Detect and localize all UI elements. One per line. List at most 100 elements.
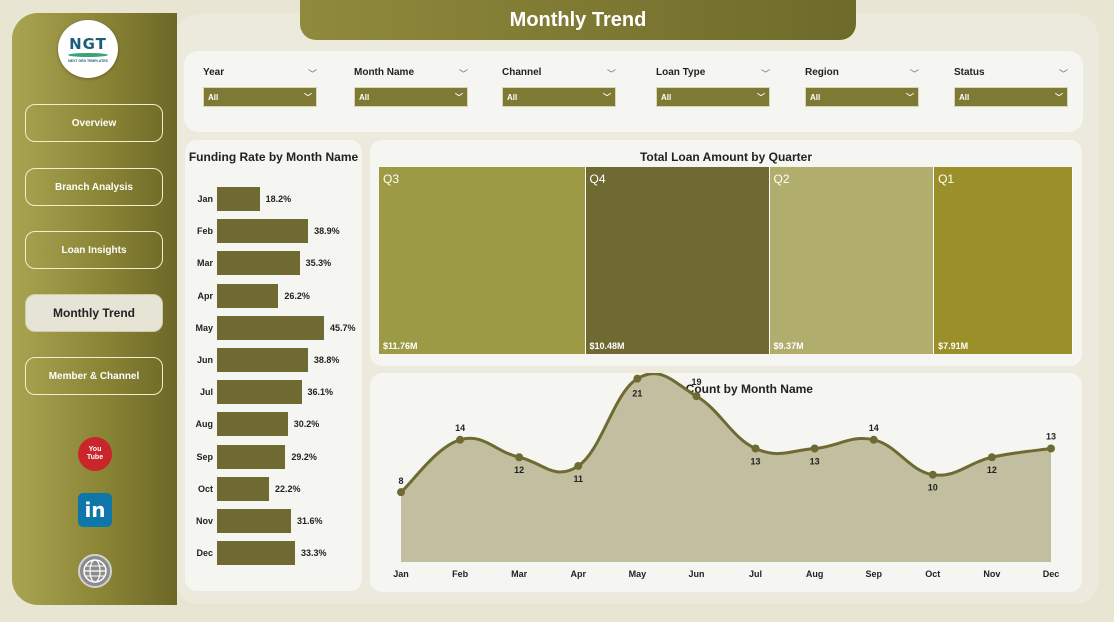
funding-rate-month-label: May	[195, 322, 213, 333]
funded-count-point[interactable]	[1047, 444, 1055, 453]
funded-count-data-label: 19	[691, 377, 701, 387]
filter-status: Status ﹀ All ﹀	[954, 67, 1068, 107]
funded-count-point[interactable]	[810, 444, 819, 453]
nav-overview-button[interactable]: Overview	[25, 104, 163, 142]
filter-year-select[interactable]: All ﹀	[203, 87, 317, 107]
funding-rate-bar[interactable]	[217, 219, 309, 244]
funded-count-data-label: 11	[574, 474, 584, 484]
funding-rate-title: Funding Rate by Month Name	[188, 150, 359, 164]
funded-count-point[interactable]	[751, 444, 760, 453]
funded-count-data-label: 10	[928, 483, 938, 493]
funded-count-data-label: 13	[1046, 432, 1056, 442]
filter-status-value: All	[959, 92, 970, 102]
funding-rate-row: Jan 18.2%	[185, 187, 291, 211]
funded-count-x-tick: Mar	[511, 569, 528, 579]
funded-count-point[interactable]	[987, 453, 996, 462]
filter-year-label: Year	[203, 67, 225, 78]
funded-count-x-tick: Feb	[452, 569, 469, 579]
funded-count-point[interactable]	[574, 461, 583, 470]
nav-loan-insights-button[interactable]: Loan Insights	[25, 231, 163, 269]
chevron-down-icon: ﹀	[906, 92, 914, 102]
funding-rate-value-label: 31.6%	[296, 516, 323, 526]
funded-count-point[interactable]	[928, 470, 937, 479]
funding-rate-bar[interactable]	[217, 380, 302, 405]
filter-channel-label: Channel	[502, 67, 542, 78]
linkedin-icon[interactable]: in	[78, 493, 112, 527]
filter-month-name-value: All	[359, 92, 370, 102]
treemap-tile-q3[interactable]: Q3 $11.76M	[379, 167, 586, 354]
funding-rate-month-label: Nov	[195, 516, 213, 526]
funding-rate-value-label: 30.2%	[293, 419, 320, 430]
filter-status-select[interactable]: All ﹀	[954, 87, 1068, 107]
filter-channel-select[interactable]: All ﹀	[502, 87, 616, 107]
funded-count-data-label: 12	[514, 465, 524, 475]
funded-count-x-tick: Sep	[865, 569, 882, 579]
funded-count-point[interactable]	[515, 453, 524, 462]
funding-rate-month-label: Sep	[196, 451, 213, 462]
chevron-down-icon[interactable]: ﹀	[458, 69, 468, 79]
filter-loan-type-select[interactable]: All ﹀	[656, 87, 770, 107]
funded-count-point[interactable]	[397, 488, 405, 497]
funded-count-x-tick: May	[629, 569, 647, 579]
funding-rate-bar[interactable]	[217, 315, 324, 340]
funding-rate-row: May 45.7%	[185, 315, 356, 340]
chevron-down-icon[interactable]: ﹀	[760, 69, 770, 79]
chevron-down-icon[interactable]: ﹀	[1058, 69, 1068, 79]
funding-rate-row: Dec 33.3%	[185, 541, 327, 566]
loan-amount-title: Total Loan Amount by Quarter	[639, 150, 812, 164]
funding-rate-value-label: 38.8%	[313, 355, 340, 365]
funding-rate-bar[interactable]	[217, 251, 300, 276]
funding-rate-bar[interactable]	[217, 444, 286, 469]
funding-rate-bar[interactable]	[217, 476, 269, 501]
logo-swoosh	[68, 52, 108, 57]
filter-loan-type-label: Loan Type	[656, 67, 706, 78]
chevron-down-icon[interactable]: ﹀	[606, 69, 616, 79]
chevron-down-icon[interactable]: ﹀	[307, 69, 317, 79]
treemap-tile-q2[interactable]: Q2 $9.37M	[769, 167, 935, 354]
funding-rate-row: Apr 26.2%	[185, 283, 310, 308]
funding-rate-bar[interactable]	[217, 412, 288, 437]
funded-count-point[interactable]	[456, 435, 465, 444]
treemap-tile-q1[interactable]: Q1 $7.91M	[934, 167, 1073, 354]
funded-count-data-label: 21	[632, 389, 642, 399]
nav-branch-analysis-button[interactable]: Branch Analysis	[25, 168, 163, 206]
filter-region-select[interactable]: All ﹀	[805, 87, 919, 107]
funding-rate-bar[interactable]	[217, 348, 308, 372]
treemap-amount-label: $7.91M	[938, 341, 969, 351]
treemap-tile-q4[interactable]: Q4 $10.48M	[585, 167, 770, 354]
funding-rate-bar[interactable]	[217, 509, 291, 533]
youtube-icon[interactable]: You Tube	[78, 437, 112, 471]
funding-rate-value-label: 26.2%	[284, 290, 310, 301]
filter-month-name-select[interactable]: All ﹀	[354, 87, 468, 107]
funding-rate-bar[interactable]	[217, 541, 295, 566]
chevron-down-icon: ﹀	[455, 92, 463, 102]
funding-rate-month-label: Mar	[196, 258, 213, 269]
nav-member-channel-button[interactable]: Member & Channel	[25, 357, 163, 395]
funding-rate-value-label: 29.2%	[291, 451, 317, 462]
funding-rate-month-label: Feb	[196, 226, 213, 237]
funding-rate-month-label: Jul	[199, 387, 213, 398]
funded-count-point[interactable]	[869, 435, 878, 444]
funded-count-point[interactable]	[633, 374, 642, 383]
page-title: Monthly Trend	[300, 0, 856, 40]
chevron-down-icon: ﹀	[603, 92, 611, 102]
funded-count-x-tick: Aug	[806, 569, 824, 579]
funding-rate-bar[interactable]	[217, 283, 279, 308]
chevron-down-icon[interactable]: ﹀	[909, 69, 919, 79]
filter-region-label: Region	[805, 67, 839, 78]
funded-count-data-label: 14	[869, 423, 879, 433]
treemap-quarter-label: Q3	[383, 172, 400, 186]
funding-rate-month-label: Jan	[197, 194, 213, 204]
funding-rate-row: Feb 38.9%	[185, 219, 340, 244]
treemap-quarter-label: Q2	[773, 172, 790, 186]
funded-count-point[interactable]	[692, 392, 701, 401]
filter-loan-type: Loan Type ﹀ All ﹀	[656, 67, 770, 107]
funded-count-area	[401, 373, 1051, 562]
nav-monthly-trend-button[interactable]: Monthly Trend	[25, 294, 163, 332]
funding-rate-value-label: 33.3%	[300, 548, 327, 559]
globe-icon[interactable]	[78, 554, 112, 588]
funding-rate-bar[interactable]	[217, 187, 260, 211]
funding-rate-month-label: Dec	[196, 548, 213, 559]
funding-rate-value-label: 36.1%	[307, 387, 334, 398]
funded-count-chart: 8 Jan 14 Feb 12 Mar 11 Apr 21 May 19 Jun 13 Jul 13 Aug 1…	[393, 373, 1059, 579]
